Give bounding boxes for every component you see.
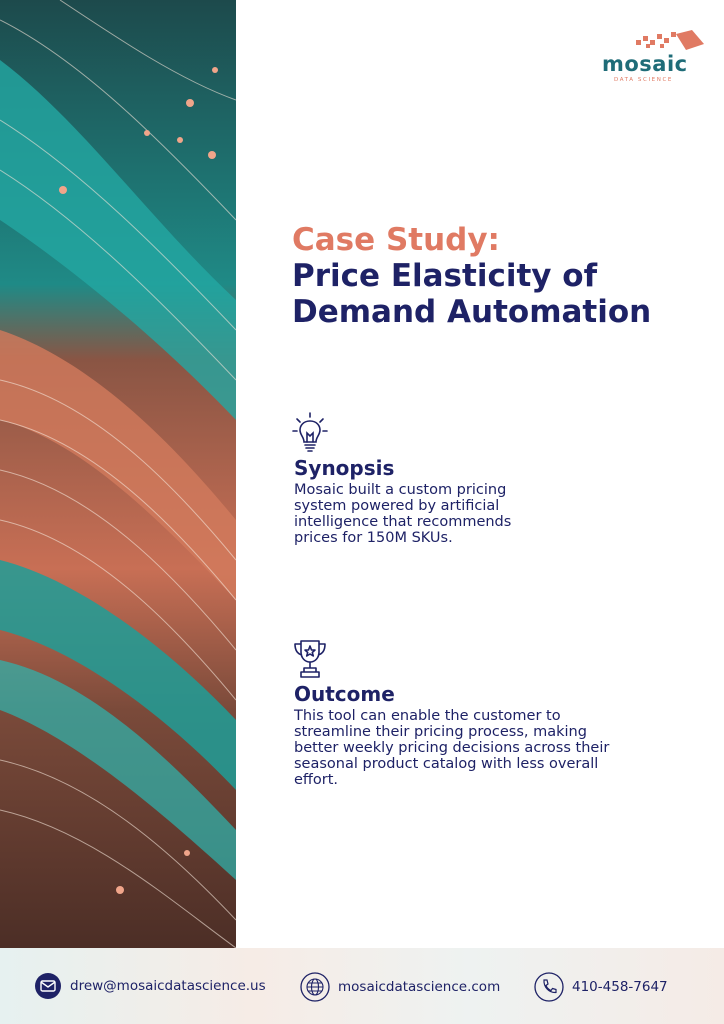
section-heading: Synopsis: [294, 456, 395, 480]
outcome-section: Outcome This tool can enable the custome…: [294, 638, 624, 788]
website-contact[interactable]: mosaicdatascience.com: [300, 972, 500, 1002]
email-contact[interactable]: drew@mosaicdatascience.us: [34, 972, 266, 1000]
title-block: Case Study: Price Elasticity of Demand A…: [292, 222, 682, 330]
section-heading: Outcome: [294, 682, 395, 706]
phone-icon: [534, 972, 564, 1002]
website[interactable]: mosaicdatascience.com: [338, 979, 501, 995]
email-icon: [35, 973, 61, 999]
title-prefix: Case Study:: [292, 222, 500, 258]
title: Price Elasticity of Demand Automation: [292, 258, 652, 330]
logo: mosaic DATA SCIENCE: [596, 30, 704, 85]
section-body: Mosaic built a custom pricing system pow…: [294, 482, 512, 546]
lightbulb-icon: [292, 412, 328, 452]
phone[interactable]: 410-458-7647: [572, 979, 668, 995]
phone-contact[interactable]: 410-458-7647: [534, 972, 668, 1002]
synopsis-section: Synopsis Mosaic built a custom pricing s…: [292, 412, 544, 546]
email[interactable]: drew@mosaicdatascience.us: [70, 978, 266, 994]
logo-tagline: DATA SCIENCE: [614, 77, 673, 83]
section-body: This tool can enable the customer to str…: [294, 708, 610, 788]
trophy-icon: [294, 640, 326, 678]
footer: drew@mosaicdatascience.us mosaicdatascie…: [0, 948, 724, 1024]
cover-art: [0, 0, 236, 948]
logo-mark: [636, 30, 704, 50]
logo-word: mosaic: [602, 52, 688, 76]
globe-icon: [300, 972, 330, 1002]
